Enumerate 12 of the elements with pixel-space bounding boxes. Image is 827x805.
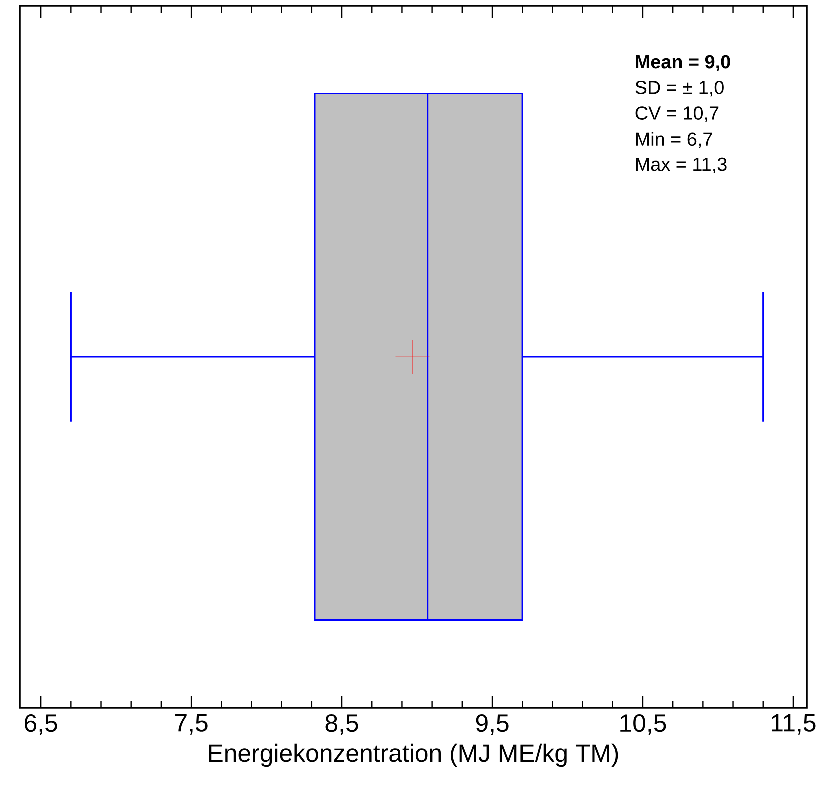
x-tick-label: 10,5 [620,714,666,736]
x-tick-label: 8,5 [326,714,358,736]
annotation: CV = 10,7 [636,106,719,122]
annotation: Min = 6,7 [636,132,712,148]
annotation: Max = 11,3 [636,158,727,174]
x-tick-label: 6,5 [25,714,58,736]
x-axis-title: Energiekonzentration (MJ ME/kg TM) [209,744,618,768]
x-tick-label: 7,5 [176,714,208,735]
text: Mean = 9,0 [636,55,730,72]
x-tick-label: 9,5 [476,714,509,736]
x-tick-label: 11,5 [772,714,816,735]
annotation: SD = ± 1,0 [636,80,724,97]
